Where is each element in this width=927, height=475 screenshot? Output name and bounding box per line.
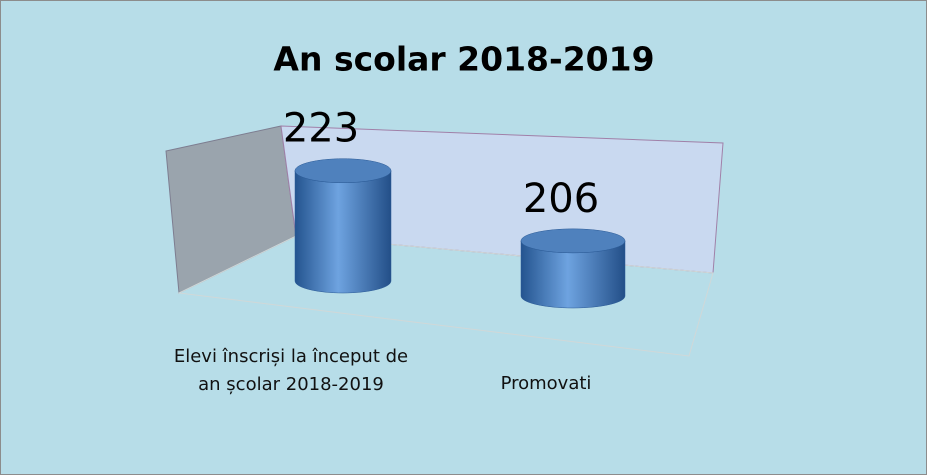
value-label: 223 xyxy=(283,106,359,152)
category-label: Promovati xyxy=(500,373,592,394)
chart-title: An scolar 2018-2019 xyxy=(273,40,654,79)
value-label: 206 xyxy=(523,176,599,222)
category-label: Elevi înscriși la început de an școlar 2… xyxy=(173,346,409,395)
cylinder-top xyxy=(520,228,626,254)
cylinder-bar xyxy=(294,170,392,294)
cylinder-top xyxy=(294,158,392,183)
floor xyxy=(177,235,714,357)
